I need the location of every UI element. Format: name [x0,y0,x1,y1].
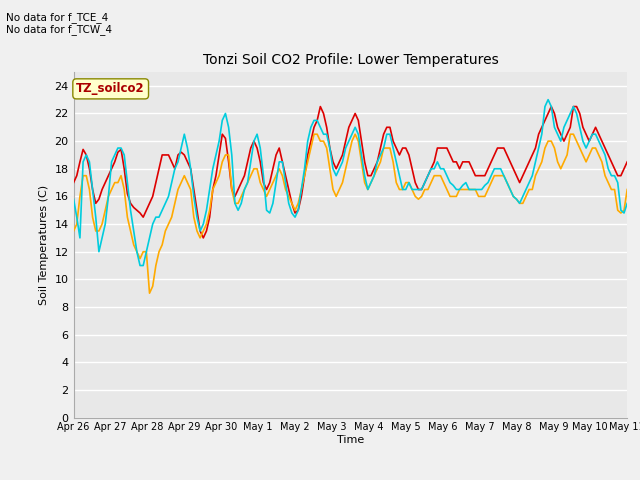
Y-axis label: Soil Temperatures (C): Soil Temperatures (C) [39,185,49,305]
Text: No data for f_TCE_4
No data for f_TCW_4: No data for f_TCE_4 No data for f_TCW_4 [6,12,113,36]
Title: Tonzi Soil CO2 Profile: Lower Temperatures: Tonzi Soil CO2 Profile: Lower Temperatur… [202,53,499,67]
X-axis label: Time: Time [337,435,364,445]
Text: TZ_soilco2: TZ_soilco2 [76,83,145,96]
